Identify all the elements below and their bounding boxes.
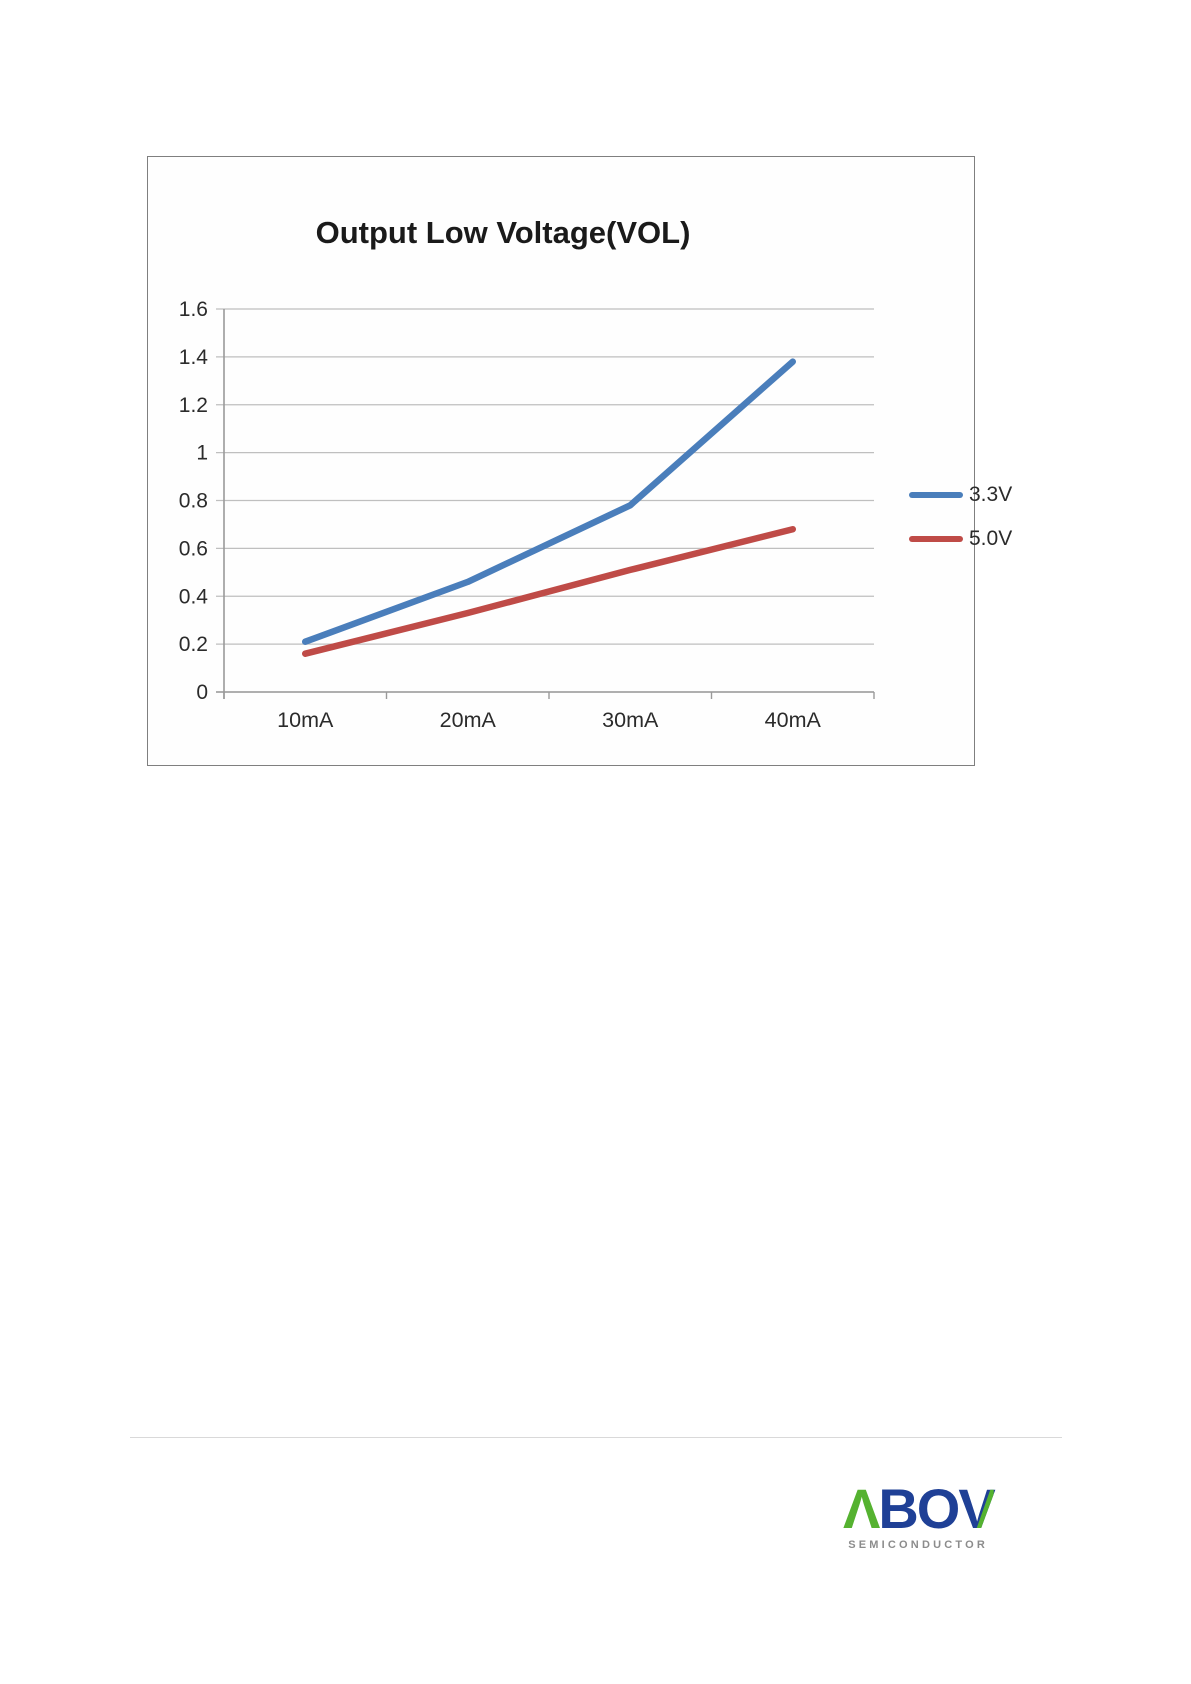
y-tick-label: 1.2 xyxy=(179,394,208,417)
abov-logo-letters: BO xyxy=(878,1477,960,1540)
legend-label: 5.0V xyxy=(969,527,1013,550)
legend-line-marker-icon xyxy=(909,492,963,498)
legend-item: 5.0V xyxy=(909,526,1012,552)
abov-logo: ΛBOV V SEMICONDUCTOR xyxy=(843,1477,996,1552)
y-tick-label: 0.4 xyxy=(179,585,209,608)
y-tick-label: 1 xyxy=(196,442,208,465)
series-line-5.0V xyxy=(302,525,796,657)
x-tick-label: 10mA xyxy=(277,708,334,732)
chart-title: Output Low Voltage(VOL) xyxy=(315,215,691,250)
plot-svg: 0 0.2 0.4 0.6 0.8 1 1.2 1.4 1.6 10mA 20mA 30mA 40mA xyxy=(179,298,875,732)
y-tick-label: 1.6 xyxy=(179,298,208,321)
y-tick-label: 0.8 xyxy=(179,490,208,513)
footer-divider xyxy=(130,1437,1062,1438)
y-tick-label: 0.6 xyxy=(179,537,208,560)
legend-label: 3.3V xyxy=(969,483,1013,506)
x-tick-label: 30mA xyxy=(602,708,659,732)
chart-frame: 0 0.2 0.4 0.6 0.8 1 1.2 1.4 1.6 10mA 20mA 30mA 40mA … xyxy=(147,156,1012,766)
legend-item: 3.3V xyxy=(909,482,1012,508)
series-line-3.3V xyxy=(302,358,796,645)
y-tick-label: 1.4 xyxy=(179,346,209,369)
y-tick-label: 0.2 xyxy=(179,633,208,656)
y-tick-label: 0 xyxy=(196,681,208,704)
x-tick-label: 20mA xyxy=(440,708,497,732)
legend-line-marker-icon xyxy=(909,536,963,542)
legend: 3.3V 5.0V xyxy=(909,482,1012,552)
x-tick-label: 40mA xyxy=(765,708,822,732)
abov-logo-wordmark: ΛBOV V xyxy=(843,1477,996,1540)
abov-logo-subtext: SEMICONDUCTOR xyxy=(848,1539,988,1551)
abov-logo-lambda-mark: Λ xyxy=(843,1477,880,1540)
